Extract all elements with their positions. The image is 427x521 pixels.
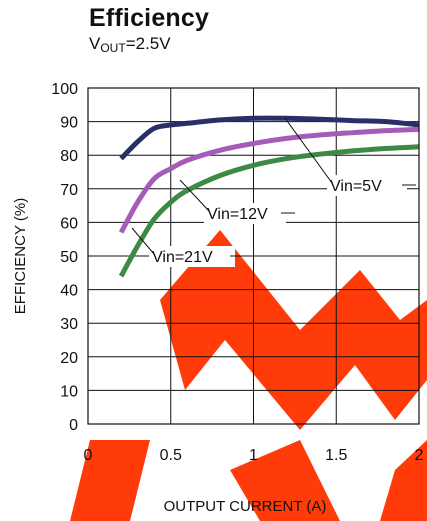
y-tick-label: 100	[51, 81, 78, 98]
subtitle-main: V	[89, 34, 101, 53]
series-line	[119, 115, 420, 161]
subtitle-rest: =2.5V	[125, 34, 171, 53]
y-tick-label: 30	[60, 316, 78, 333]
chart-subtitle: VOUT=2.5V	[89, 34, 209, 55]
x-tick-label: 0.5	[160, 447, 182, 464]
chart-title: Efficiency	[89, 4, 210, 32]
y-tick-label: 0	[69, 417, 78, 434]
x-tick-label: 1.5	[325, 447, 347, 464]
y-tick-labels: 0 10 20 30 40 50 60 70 80 90 100	[51, 81, 78, 434]
series-line	[118, 144, 420, 278]
callout-leader	[131, 227, 155, 255]
y-tick-label: 50	[60, 249, 78, 266]
subtitle-sub: OUT	[100, 41, 126, 55]
series-layer	[118, 115, 420, 278]
y-tick-label: 40	[60, 283, 78, 300]
watermark-stroke	[70, 440, 150, 521]
y-tick-label: 70	[60, 182, 78, 199]
x-tick-label: 0	[84, 447, 93, 464]
callout-label: Vin=12V	[207, 206, 268, 223]
x-tick-label: 1	[249, 447, 258, 464]
y-tick-label: 10	[60, 383, 78, 400]
watermark-stroke	[160, 230, 427, 430]
series-line	[118, 126, 420, 234]
callout-leader	[179, 179, 210, 212]
y-axis-label: EFFICIENCY (%)	[12, 198, 29, 314]
callout-background	[149, 246, 235, 267]
callout-label: Vin=5V	[330, 178, 382, 195]
plot-frame	[87, 87, 420, 425]
y-tick-label: 90	[60, 115, 78, 132]
y-tick-label: 20	[60, 350, 78, 367]
watermark	[70, 230, 427, 521]
x-tick-label: 2	[415, 447, 424, 464]
y-tick-label: 80	[60, 148, 78, 165]
callout-leader	[284, 117, 333, 184]
callout-label: Vin=21V	[152, 249, 213, 266]
callout-background	[327, 175, 407, 196]
callout-background	[204, 203, 286, 224]
x-tick-labels: 0 0.5 1 1.5 2	[84, 447, 424, 464]
y-tick-label: 60	[60, 215, 78, 232]
watermark-stroke	[380, 440, 427, 521]
watermark-stroke	[230, 440, 340, 521]
title-block: Efficiency VOUT=2.5V	[89, 4, 209, 55]
callouts: Vin=5V Vin=12V Vin=21V	[131, 117, 416, 267]
x-axis-label: OUTPUT CURRENT (A)	[164, 498, 327, 515]
